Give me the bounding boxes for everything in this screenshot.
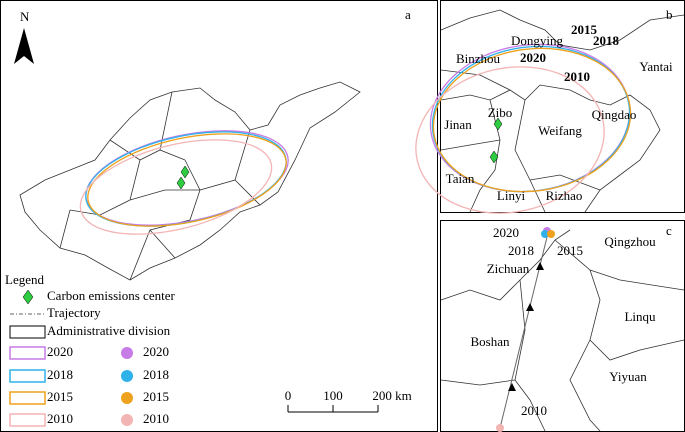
deviation-ellipse (415, 66, 605, 214)
place-label: Qingdao (592, 107, 637, 122)
legend-label: Carbon emissions center (47, 288, 175, 303)
legend-dot (121, 347, 133, 359)
legend-dot (121, 392, 133, 404)
place-label: Yantai (639, 59, 673, 74)
legend-title: Legend (5, 272, 44, 287)
place-label: 2018 (508, 243, 534, 258)
legend-dot (121, 414, 133, 426)
deviation-ellipse (432, 47, 632, 193)
legend-ellipse-swatch (9, 346, 46, 360)
place-label: Binzhou (456, 51, 501, 66)
north-label: N (20, 9, 30, 24)
shandong-outline (19, 81, 361, 281)
place-label: Taian (446, 171, 475, 186)
place-label: Dongying (511, 33, 564, 48)
legend-year: 2010 (143, 411, 169, 426)
scale-label: 200 km (372, 388, 411, 403)
deviation-ellipse (79, 139, 273, 235)
place-label: 2018 (593, 33, 620, 48)
place-label: Weifang (538, 123, 582, 138)
legend-year: 2015 (47, 389, 73, 404)
scale-label: 100 (323, 388, 343, 403)
panel-letter: a (405, 7, 411, 22)
legend-year: 2020 (143, 344, 169, 359)
legend-year: 2018 (143, 367, 169, 382)
place-label: 2010 (521, 403, 547, 418)
legend-diamond (22, 289, 34, 305)
place-label: Rizhao (546, 188, 583, 203)
scale-label: 0 (285, 388, 292, 403)
place-label: 2015 (557, 243, 583, 258)
legend-ellipse-swatch (9, 391, 46, 405)
center-point (496, 424, 504, 432)
place-label: Boshan (471, 334, 511, 349)
emission-center (176, 165, 190, 190)
legend-year: 2020 (47, 344, 73, 359)
legend-label: Administrative division (47, 323, 171, 338)
north-arrow (14, 28, 34, 64)
legend-dot (121, 370, 133, 382)
center-point (541, 230, 549, 238)
place-label: Zichuan (487, 261, 530, 276)
emission-center (489, 117, 503, 164)
place-label: Linyi (497, 188, 526, 203)
legend-year: 2010 (47, 411, 73, 426)
legend-ellipse-swatch (9, 369, 46, 383)
panel-b-regions (440, 9, 685, 213)
deviation-ellipse (87, 133, 287, 227)
panel-c-regions (440, 229, 685, 432)
place-label: 2010 (564, 69, 590, 84)
legend-year: 2018 (47, 367, 73, 382)
place-label: 2020 (520, 50, 546, 65)
center-point (547, 230, 555, 238)
legend-year: 2015 (143, 389, 169, 404)
legend-ellipse-swatch (9, 413, 46, 427)
panel-letter: c (666, 223, 672, 238)
scale-bar (287, 405, 379, 413)
place-label: Yiyuan (609, 369, 647, 384)
place-label: Zibo (488, 105, 513, 120)
place-label: Linqu (624, 309, 656, 324)
legend-division (9, 325, 46, 339)
place-label: Qingzhou (604, 234, 656, 249)
panel-letter: b (666, 7, 673, 22)
place-label: 2015 (571, 22, 598, 37)
place-label: 2020 (493, 225, 519, 240)
legend-label: Trajectory (47, 305, 101, 320)
place-label: Jinan (444, 117, 472, 132)
